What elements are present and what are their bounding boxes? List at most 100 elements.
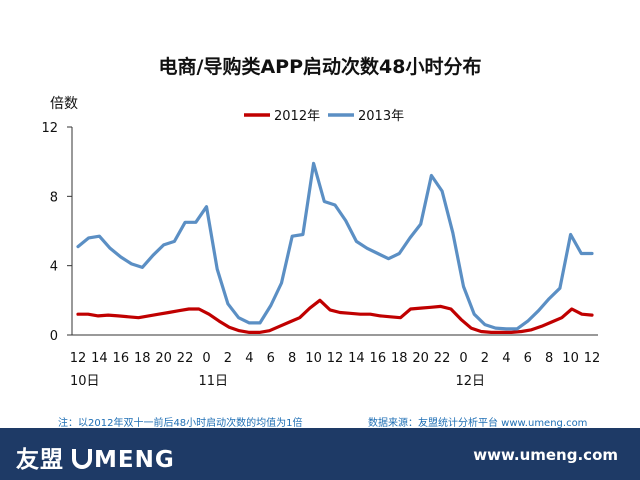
data-point [399, 316, 402, 319]
data-point [569, 233, 572, 236]
data-point [473, 313, 476, 316]
series-line-2012年 [76, 298, 594, 334]
data-point [369, 313, 372, 316]
data-point [377, 252, 379, 255]
data-point [137, 316, 140, 319]
data-point [571, 308, 573, 310]
data-point [339, 311, 341, 314]
data-point [430, 174, 433, 177]
data-point [227, 303, 229, 305]
data-point [359, 313, 362, 316]
brand-cn: 友盟 [16, 447, 64, 473]
data-point [462, 285, 465, 288]
x-tick-label: 12 [327, 351, 344, 366]
data-point [355, 240, 358, 243]
data-point [258, 331, 261, 334]
data-point [530, 329, 533, 331]
x-tick-label: 4 [245, 351, 253, 366]
data-point [460, 318, 462, 321]
x-tick-label: 2 [224, 351, 232, 366]
x-tick-label: 8 [288, 351, 296, 366]
data-point [309, 307, 311, 309]
data-point [334, 204, 336, 206]
data-point [540, 325, 543, 328]
data-point [429, 306, 432, 309]
data-point [500, 331, 503, 334]
x-tick-label: 8 [545, 351, 553, 366]
data-point [157, 313, 160, 316]
x-tick-label: 16 [113, 351, 130, 366]
data-point [470, 327, 472, 329]
y-tick-label: 4 [50, 260, 58, 275]
data-point [188, 308, 190, 310]
x-tick-label: 16 [370, 351, 387, 366]
x-tick-label: 22 [177, 351, 194, 366]
data-point [141, 266, 144, 269]
data-point [77, 313, 79, 316]
x-tick-label: 14 [91, 351, 108, 366]
data-point [510, 331, 513, 334]
data-point [516, 328, 518, 330]
umeng-logo: 友盟 MENG [16, 440, 175, 474]
data-point [329, 309, 331, 311]
data-point [490, 331, 493, 334]
x-tick-label: 20 [412, 351, 429, 366]
data-point [520, 330, 523, 333]
data-source: 数据来源：友盟统计分析平台 www.umeng.com [368, 418, 588, 429]
data-point [505, 328, 508, 330]
data-point [237, 316, 240, 319]
data-point [152, 254, 154, 257]
data-point [561, 316, 563, 319]
data-point [581, 313, 583, 316]
data-point [98, 235, 101, 237]
data-point [120, 256, 122, 258]
data-point [208, 313, 210, 316]
data-point [441, 190, 443, 192]
data-point [312, 162, 315, 165]
y-tick-label: 0 [50, 329, 58, 344]
data-point [409, 237, 411, 239]
data-point [195, 221, 197, 224]
data-point [548, 297, 550, 300]
data-point [218, 320, 220, 322]
x-tick-label: 14 [348, 351, 365, 366]
y-tick-label: 8 [50, 190, 58, 205]
x-tick-label: 20 [155, 351, 172, 366]
data-point [87, 237, 90, 239]
data-point [268, 329, 271, 332]
data-point [162, 244, 165, 246]
data-point [344, 219, 347, 222]
data-point [550, 321, 553, 323]
data-point [591, 252, 593, 255]
x-tick-label: 10 [562, 351, 579, 366]
data-point [173, 240, 176, 243]
data-point [278, 325, 281, 328]
footnote: 注：以2012年双十一前后48小时启动次数的均值为1倍 [58, 418, 303, 429]
x-tick-label: 18 [134, 351, 151, 366]
x-tick-label: 0 [459, 351, 467, 366]
data-point [178, 309, 180, 312]
data-point [398, 252, 401, 255]
data-point [130, 263, 133, 265]
day-label: 10日 [70, 374, 100, 389]
data-point [419, 223, 422, 225]
data-point [366, 247, 368, 250]
x-tick-label: 6 [524, 351, 532, 366]
data-point [127, 316, 130, 318]
data-point [184, 221, 186, 224]
x-tick-label: 4 [502, 351, 510, 366]
data-point [349, 312, 351, 315]
data-point [147, 315, 150, 317]
data-point [440, 305, 442, 308]
data-point [319, 299, 321, 302]
data-point [494, 327, 497, 329]
data-point [248, 322, 251, 324]
x-tick-label: 18 [391, 351, 408, 366]
data-point [109, 247, 111, 250]
data-point [452, 231, 454, 234]
data-point [450, 308, 452, 310]
data-point [270, 304, 272, 307]
footer-bar: 友盟 MENG www.umeng.com [0, 428, 640, 480]
data-point [288, 321, 291, 323]
